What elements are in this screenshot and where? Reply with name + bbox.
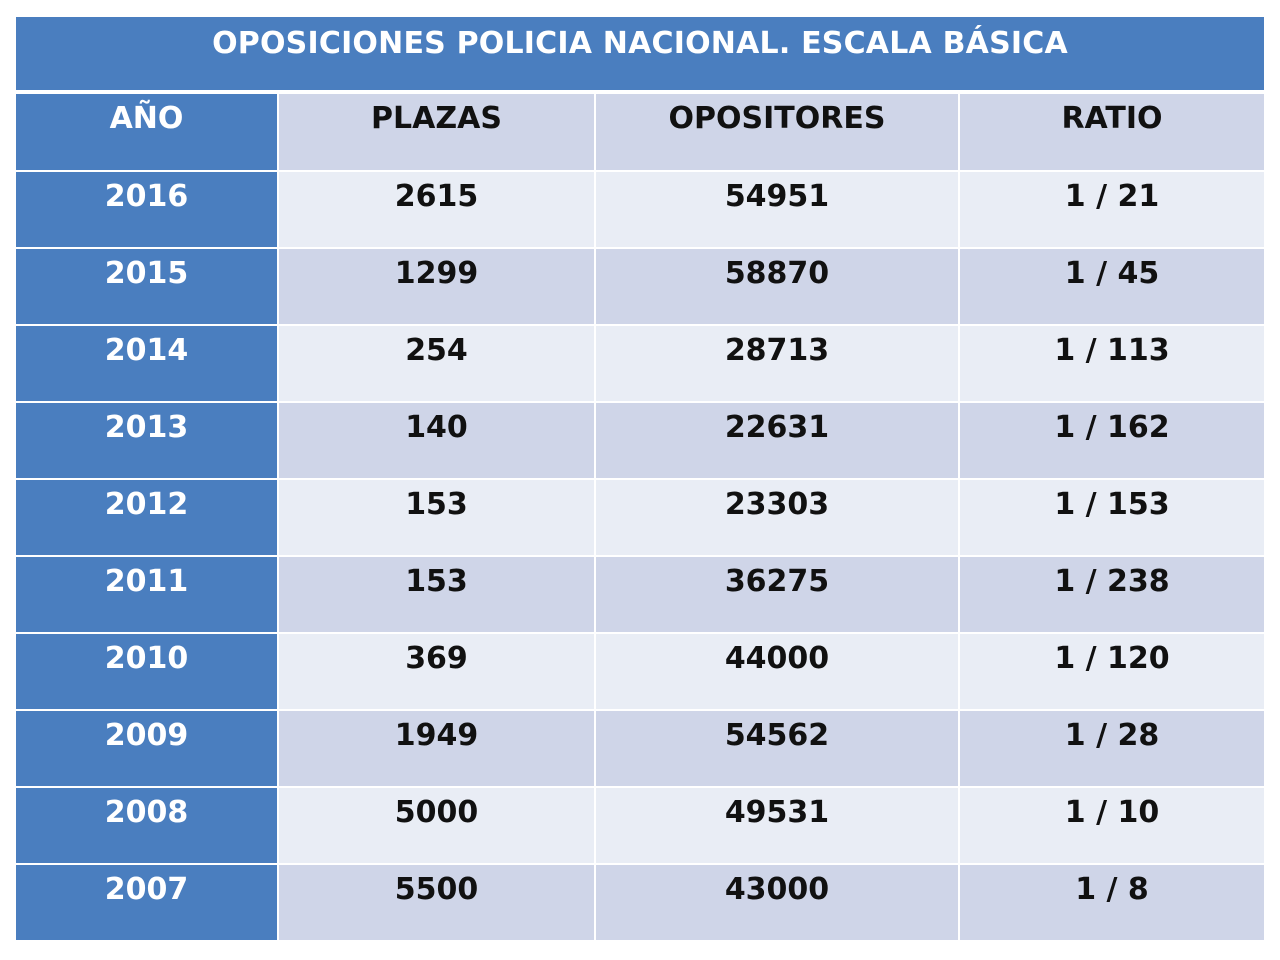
- opositores-cell: 54951: [594, 171, 960, 249]
- header-year: AÑO: [16, 94, 279, 172]
- table-row: 2008 5000 49531 1 / 10: [16, 786, 1264, 865]
- plazas-cell: 140: [277, 401, 596, 480]
- plazas-cell: 5000: [277, 786, 596, 865]
- table-row: 2016 2615 54951 1 / 21: [16, 171, 1264, 249]
- year-cell: 2012: [16, 478, 279, 557]
- ratio-cell: 1 / 113: [958, 324, 1264, 403]
- year-cell: 2009: [16, 709, 279, 788]
- opositores-cell: 22631: [594, 401, 960, 480]
- ratio-cell: 1 / 45: [958, 247, 1264, 326]
- plazas-cell: 2615: [277, 171, 596, 249]
- opositores-cell: 43000: [594, 863, 960, 942]
- opositores-cell: 23303: [594, 478, 960, 557]
- table-row: 2015 1299 58870 1 / 45: [16, 247, 1264, 326]
- year-cell: 2007: [16, 863, 279, 942]
- table-row: 2012 153 23303 1 / 153: [16, 478, 1264, 557]
- ratio-cell: 1 / 8: [958, 863, 1264, 942]
- year-cell: 2015: [16, 247, 279, 326]
- opositores-cell: 36275: [594, 555, 960, 634]
- year-cell: 2014: [16, 324, 279, 403]
- header-opositores: OPOSITORES: [594, 94, 960, 172]
- ratio-cell: 1 / 153: [958, 478, 1264, 557]
- table-title: OPOSICIONES POLICIA NACIONAL. ESCALA BÁS…: [16, 17, 1264, 90]
- year-cell: 2013: [16, 401, 279, 480]
- title-gap: [16, 90, 1264, 94]
- ratio-cell: 1 / 21: [958, 171, 1264, 249]
- plazas-cell: 153: [277, 555, 596, 634]
- plazas-cell: 254: [277, 324, 596, 403]
- plazas-cell: 1299: [277, 247, 596, 326]
- header-plazas: PLAZAS: [277, 94, 596, 172]
- table-row: 2007 5500 43000 1 / 8: [16, 863, 1264, 942]
- plazas-cell: 5500: [277, 863, 596, 942]
- table-row: 2009 1949 54562 1 / 28: [16, 709, 1264, 788]
- plazas-cell: 369: [277, 632, 596, 711]
- ratio-cell: 1 / 238: [958, 555, 1264, 634]
- ratio-cell: 1 / 28: [958, 709, 1264, 788]
- header-ratio: RATIO: [958, 94, 1264, 172]
- year-cell: 2010: [16, 632, 279, 711]
- year-cell: 2008: [16, 786, 279, 865]
- table-row: 2011 153 36275 1 / 238: [16, 555, 1264, 634]
- ratio-cell: 1 / 120: [958, 632, 1264, 711]
- table-row: 2010 369 44000 1 / 120: [16, 632, 1264, 711]
- opositores-cell: 58870: [594, 247, 960, 326]
- opposition-table-slide: OPOSICIONES POLICIA NACIONAL. ESCALA BÁS…: [16, 17, 1264, 942]
- plazas-cell: 1949: [277, 709, 596, 788]
- opositores-cell: 44000: [594, 632, 960, 711]
- header-row: AÑO PLAZAS OPOSITORES RATIO: [16, 94, 1264, 172]
- opositores-cell: 28713: [594, 324, 960, 403]
- opositores-cell: 49531: [594, 786, 960, 865]
- year-cell: 2016: [16, 171, 279, 249]
- year-cell: 2011: [16, 555, 279, 634]
- table-row: 2013 140 22631 1 / 162: [16, 401, 1264, 480]
- ratio-cell: 1 / 10: [958, 786, 1264, 865]
- plazas-cell: 153: [277, 478, 596, 557]
- opositores-cell: 54562: [594, 709, 960, 788]
- opposition-table: AÑO PLAZAS OPOSITORES RATIO 2016 2615 54…: [16, 94, 1264, 942]
- ratio-cell: 1 / 162: [958, 401, 1264, 480]
- table-row: 2014 254 28713 1 / 113: [16, 324, 1264, 403]
